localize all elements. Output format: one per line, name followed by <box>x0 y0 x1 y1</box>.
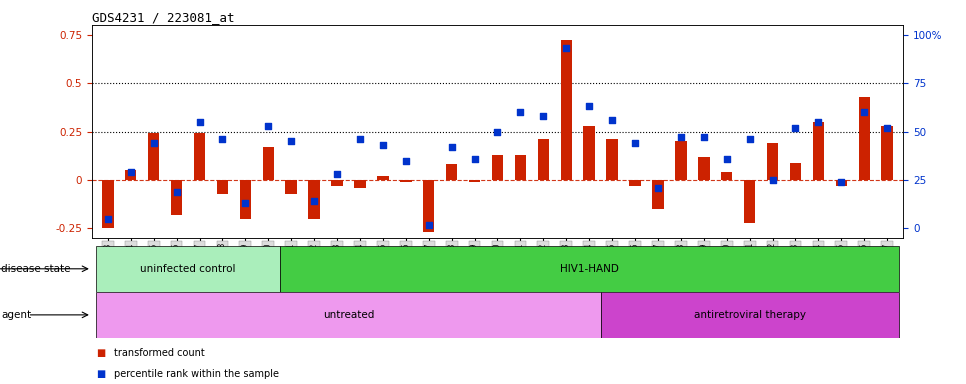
Bar <box>859 97 870 180</box>
Text: untreated: untreated <box>323 310 374 320</box>
Bar <box>331 180 343 186</box>
Bar <box>148 134 159 180</box>
Point <box>398 157 413 164</box>
Point <box>421 222 437 228</box>
Bar <box>601 292 898 338</box>
Bar <box>698 157 709 180</box>
Point <box>444 144 460 150</box>
Point <box>490 129 505 135</box>
Bar <box>881 126 893 180</box>
Text: agent: agent <box>1 310 31 320</box>
Bar <box>423 180 435 232</box>
Bar <box>216 180 228 194</box>
Point <box>719 156 734 162</box>
Bar <box>377 176 388 180</box>
Bar <box>515 155 526 180</box>
Point <box>513 109 528 115</box>
Bar <box>836 180 847 186</box>
Point <box>329 171 345 177</box>
Text: transformed count: transformed count <box>114 348 205 358</box>
Point <box>627 140 642 146</box>
Point <box>169 189 185 195</box>
Point <box>696 134 712 141</box>
Bar <box>492 155 503 180</box>
Point <box>582 103 597 109</box>
Bar <box>675 141 687 180</box>
Point <box>857 109 872 115</box>
Bar <box>280 246 898 292</box>
Text: ■: ■ <box>97 369 106 379</box>
Bar <box>286 180 297 194</box>
Point <box>467 156 482 162</box>
Point <box>192 119 208 125</box>
Bar <box>790 162 801 180</box>
Point <box>214 136 230 142</box>
Bar <box>721 172 732 180</box>
Bar <box>97 292 601 338</box>
Point <box>123 169 138 175</box>
Text: GDS4231 / 223081_at: GDS4231 / 223081_at <box>92 11 235 24</box>
Text: percentile rank within the sample: percentile rank within the sample <box>114 369 279 379</box>
Point <box>834 179 849 185</box>
Point <box>261 122 276 129</box>
Point <box>673 134 689 141</box>
Point <box>146 140 161 146</box>
Point <box>810 119 826 125</box>
Bar <box>652 180 664 209</box>
Bar <box>355 180 366 188</box>
Bar <box>812 122 824 180</box>
Point <box>306 198 322 204</box>
Point <box>765 177 781 183</box>
Bar <box>607 139 618 180</box>
Bar <box>263 147 274 180</box>
Point <box>787 124 803 131</box>
Point <box>238 200 253 206</box>
Bar <box>97 246 280 292</box>
Point <box>375 142 390 148</box>
Bar <box>583 126 595 180</box>
Bar <box>240 180 251 219</box>
Point <box>879 124 895 131</box>
Text: uninfected control: uninfected control <box>140 264 236 274</box>
Bar <box>469 180 480 182</box>
Point <box>558 45 574 51</box>
Point <box>100 216 116 222</box>
Text: disease state: disease state <box>1 264 71 274</box>
Bar <box>629 180 640 186</box>
Bar <box>308 180 320 219</box>
Text: ■: ■ <box>97 348 106 358</box>
Text: HIV1-HAND: HIV1-HAND <box>559 264 618 274</box>
Bar <box>194 134 205 180</box>
Bar <box>125 170 136 180</box>
Bar <box>744 180 755 223</box>
Bar <box>171 180 183 215</box>
Point <box>650 185 666 191</box>
Point <box>353 136 368 142</box>
Bar <box>400 180 412 182</box>
Point <box>742 136 757 142</box>
Bar <box>767 143 779 180</box>
Text: antiretroviral therapy: antiretroviral therapy <box>694 310 806 320</box>
Bar <box>102 180 114 228</box>
Point <box>283 138 298 144</box>
Bar <box>538 139 549 180</box>
Bar <box>560 40 572 180</box>
Point <box>605 117 620 123</box>
Point <box>535 113 551 119</box>
Bar <box>446 164 457 180</box>
